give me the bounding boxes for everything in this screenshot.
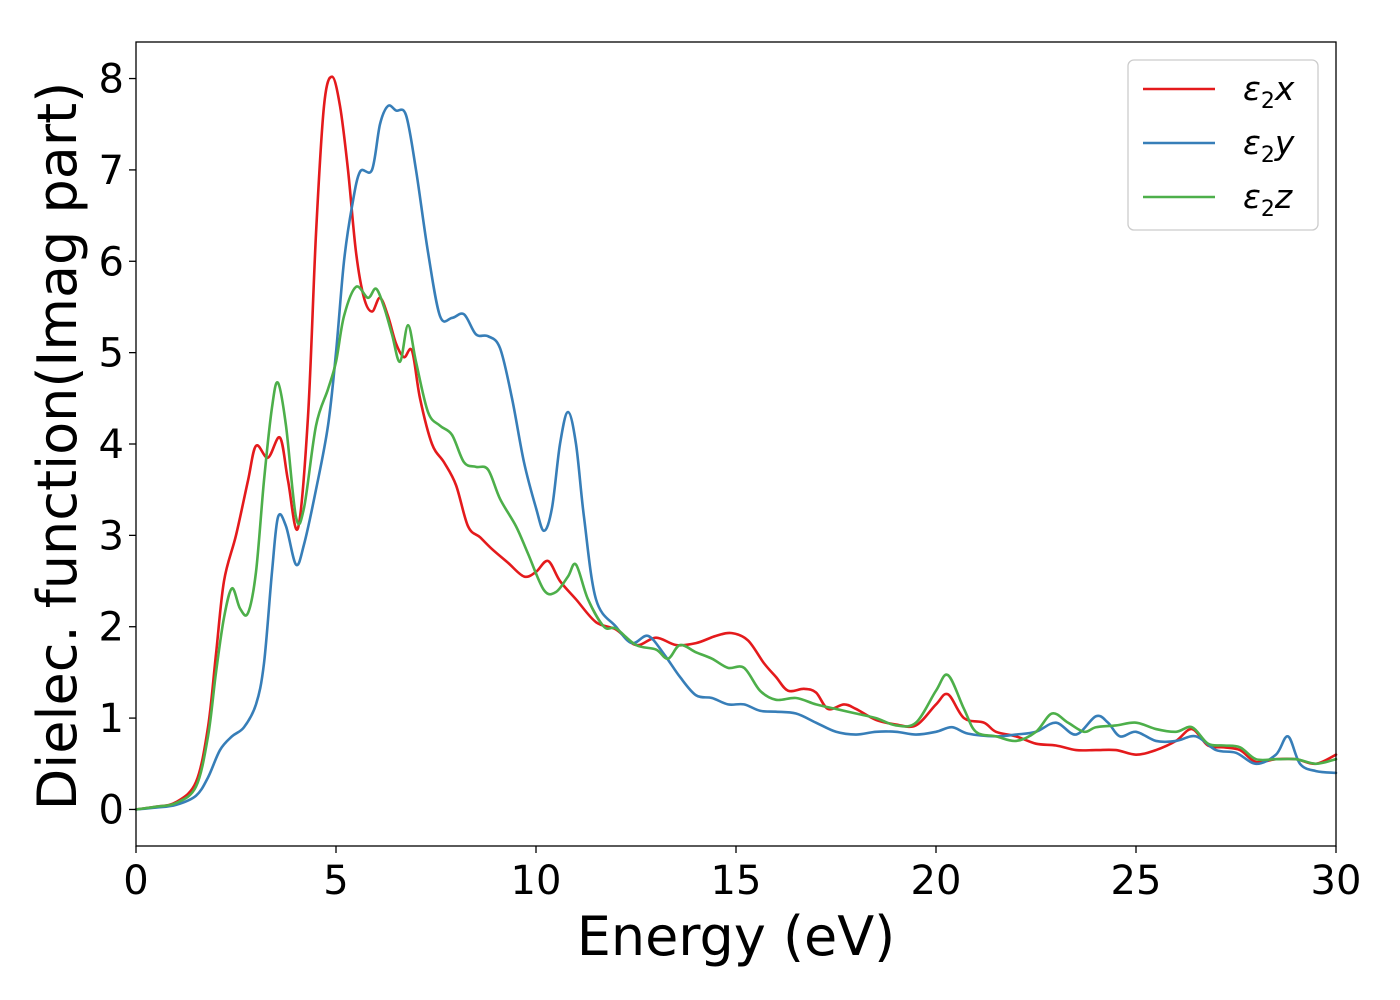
y-axis: 0 1 2 3 4 5 6 7 8 xyxy=(99,57,136,833)
x-tick-label: 30 xyxy=(1311,858,1362,904)
y-tick-label: 4 xyxy=(99,422,124,468)
y-tick-label: 5 xyxy=(99,331,124,377)
series-line-x xyxy=(134,75,1338,811)
series-line-z xyxy=(134,285,1338,811)
y-tick-label: 0 xyxy=(99,787,124,833)
x-tick-label: 15 xyxy=(711,858,762,904)
x-axis-label: Energy (eV) xyxy=(577,905,896,968)
y-tick-label: 2 xyxy=(99,605,124,651)
legend-label-y: ε2y xyxy=(1243,123,1295,168)
y-tick-label: 8 xyxy=(99,57,124,103)
y-tick-label: 1 xyxy=(99,696,124,742)
x-tick-label: 0 xyxy=(123,858,148,904)
series-line-y xyxy=(134,104,1338,811)
legend: ε2x ε2y ε2z xyxy=(1127,59,1319,231)
x-axis: 0 5 10 15 20 25 30 xyxy=(123,846,1361,904)
series-layer xyxy=(134,75,1338,811)
y-tick-label: 7 xyxy=(99,148,124,194)
y-tick-label: 3 xyxy=(99,513,124,559)
legend-label-x: ε2x xyxy=(1243,69,1295,114)
x-tick-label: 25 xyxy=(1111,858,1162,904)
x-tick-label: 5 xyxy=(323,858,348,904)
legend-box xyxy=(1127,59,1319,231)
y-tick-label: 6 xyxy=(99,239,124,285)
legend-label-z: ε2z xyxy=(1243,177,1293,222)
x-tick-label: 20 xyxy=(911,858,962,904)
x-tick-label: 10 xyxy=(511,858,562,904)
y-axis-label: Dielec. function(Imag part) xyxy=(26,82,89,811)
